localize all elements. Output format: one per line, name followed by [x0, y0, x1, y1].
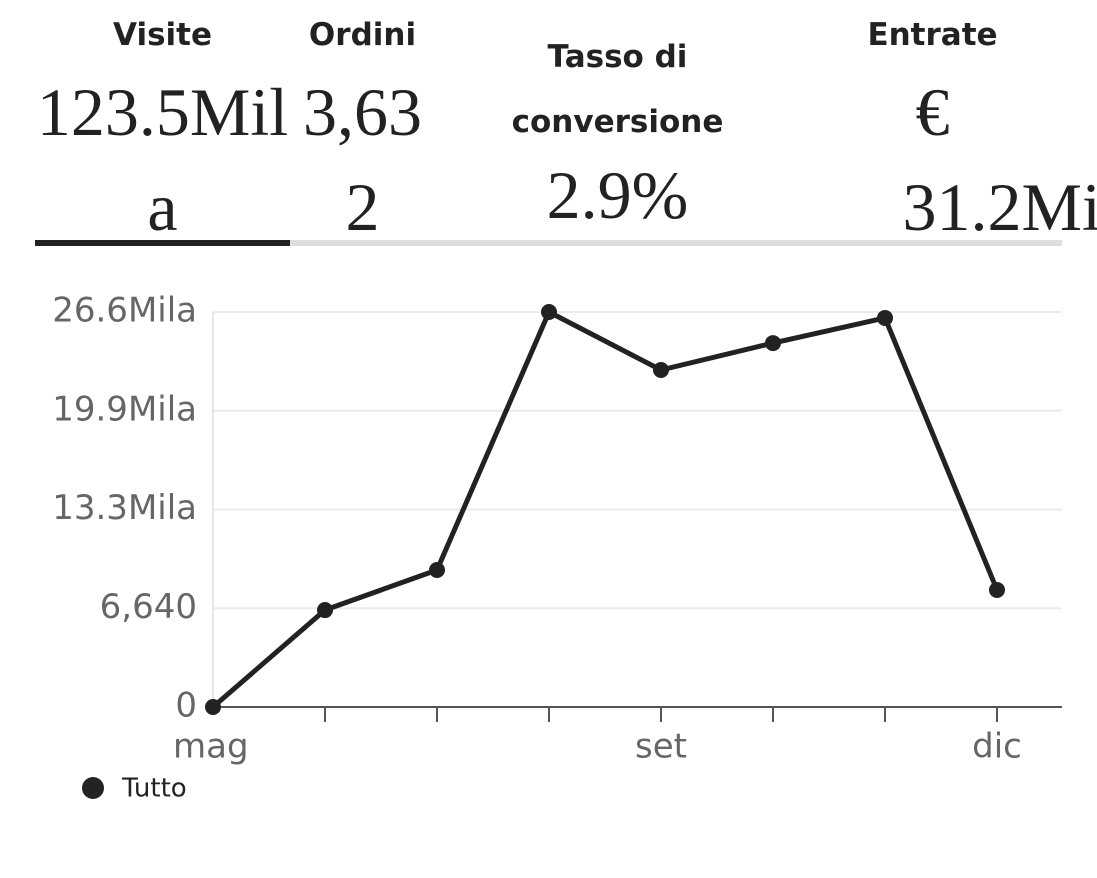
legend-marker [82, 777, 104, 799]
tab-value: 123.5Mila [36, 74, 289, 245]
y-tick-label: 26.6Mila [52, 291, 197, 331]
x-tick-label: set [635, 727, 687, 767]
active-tab-indicator [35, 240, 290, 246]
point [765, 335, 781, 352]
tab-value: 3,632 [303, 74, 422, 245]
tab-bar: Visite 123.5Mila Ordini 3,632 Tasso di c… [0, 0, 1097, 246]
point [541, 304, 557, 320]
tab-label: Entrate [867, 17, 998, 53]
tab-underline [290, 240, 1062, 246]
x-tick-label: mag [173, 727, 249, 767]
tab[interactable]: Tasso di conversione 2.9% [480, 0, 755, 246]
tab[interactable]: Ordini 3,632 [295, 0, 430, 246]
line [211, 309, 1000, 709]
tab-label: Visite [113, 17, 212, 53]
tab-value: € 31.2Mila [902, 74, 1097, 245]
tab[interactable]: Visite 123.5Mila [30, 0, 295, 246]
tab-label: Tasso di conversione [511, 39, 724, 140]
tab[interactable]: Entrate € 31.2Mila [800, 0, 1097, 246]
y-tick-label: 0 [175, 686, 197, 726]
point [429, 562, 445, 579]
y-tick-label: 6,640 [100, 587, 197, 627]
point [877, 309, 893, 326]
y-tick-label: 13.3Mila [52, 488, 197, 528]
point [317, 602, 333, 619]
point [653, 362, 669, 379]
point [205, 699, 221, 715]
y-tick-label: 19.9Mila [52, 389, 197, 429]
x-tick-label: dic [972, 727, 1022, 767]
point [989, 581, 1005, 598]
legend-label: Tutto [121, 774, 187, 804]
tab-value: 2.9% [546, 157, 689, 233]
tab-label: Ordini [308, 17, 417, 53]
